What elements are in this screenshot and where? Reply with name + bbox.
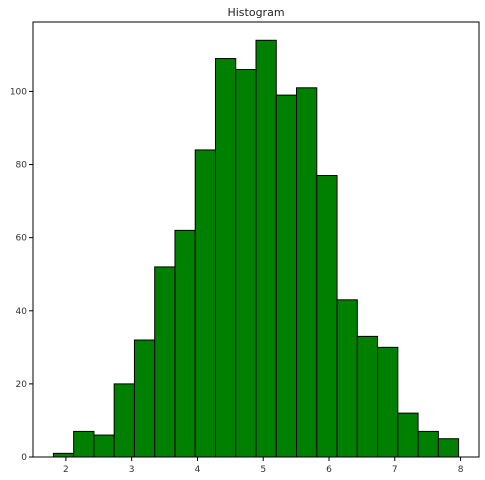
x-tick-label: 3 xyxy=(129,465,135,475)
histogram-bar xyxy=(93,434,115,458)
x-tick-label: 7 xyxy=(392,465,398,475)
histogram-bar xyxy=(377,346,399,458)
histogram-bar xyxy=(275,94,298,458)
x-tick-label: 5 xyxy=(260,465,266,475)
x-axis-ticks: 2 3 4 5 6 7 8 xyxy=(63,457,464,475)
chart-title: Histogram xyxy=(227,6,284,19)
histogram-bar xyxy=(316,175,338,458)
x-tick-label: 4 xyxy=(195,465,201,475)
histogram-bar xyxy=(73,430,95,458)
histogram-bar xyxy=(336,299,358,458)
histogram-bar xyxy=(214,58,237,458)
x-tick-label: 6 xyxy=(326,465,332,475)
bars-group xyxy=(52,39,460,458)
y-tick-label: 20 xyxy=(16,380,28,390)
y-tick-label: 40 xyxy=(16,307,28,317)
histogram-bar xyxy=(296,87,318,458)
histogram-bar xyxy=(437,438,460,458)
y-tick-label: 60 xyxy=(16,234,28,244)
histogram-bar xyxy=(235,69,257,458)
y-tick-label: 80 xyxy=(16,161,28,171)
histogram-bar xyxy=(356,335,379,458)
histogram-bar xyxy=(397,412,419,458)
histogram-bar xyxy=(133,339,156,458)
histogram-bar xyxy=(113,383,135,458)
histogram-bar xyxy=(154,266,176,458)
y-tick-label: 0 xyxy=(21,453,27,463)
histogram-bar xyxy=(255,39,277,458)
plot-frame xyxy=(32,21,480,458)
x-tick-label: 8 xyxy=(458,465,464,475)
y-tick-label: 100 xyxy=(10,87,27,97)
histogram-bar xyxy=(52,452,75,458)
y-axis-ticks: 0 20 40 60 80 100 xyxy=(10,87,33,463)
histogram-bar xyxy=(417,430,439,458)
histogram-bar xyxy=(194,149,216,458)
histogram-bar xyxy=(174,229,196,458)
x-tick-label: 2 xyxy=(63,465,69,475)
